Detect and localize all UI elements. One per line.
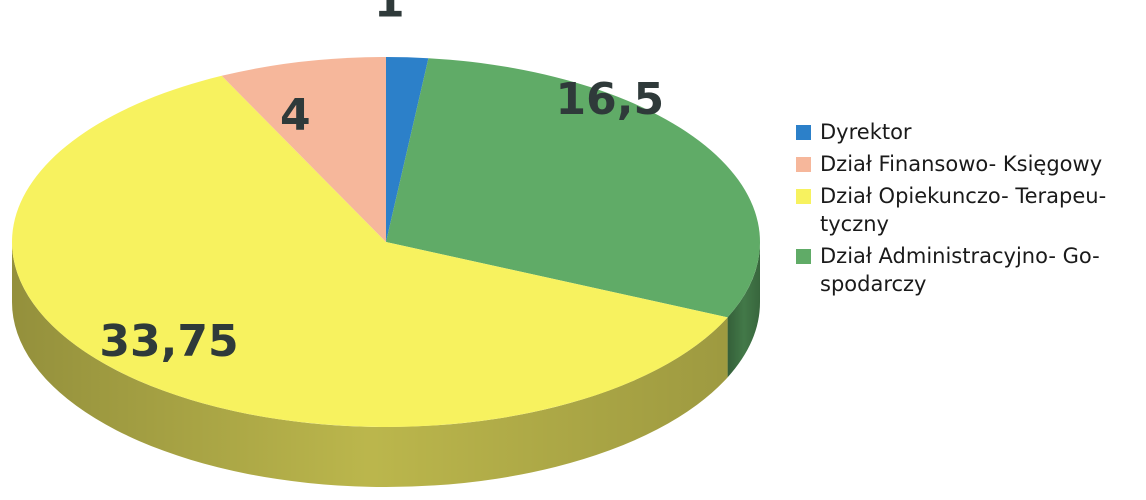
- pie-slices: [12, 57, 760, 427]
- legend-label: Dział Finansowo- Księgowy: [820, 152, 1103, 176]
- data-label-dyrektor: 1: [374, 0, 405, 28]
- data-label-dzial-opiekunczo-terapeu-tyczny: 33,75: [99, 316, 238, 367]
- legend-item-administracyjno-gospodarczy: Dział Administracyjno- Go- spodarczy: [796, 242, 1142, 298]
- legend-item-dyrektor: Dyrektor: [796, 118, 1142, 146]
- legend-label: Dział Opiekunczo- Terapeu- tyczny: [820, 184, 1107, 236]
- legend-item-finansowo-ksiegowy: Dział Finansowo- Księgowy: [796, 150, 1142, 178]
- pie-data-labels: 1 16,5 33,75 4: [99, 0, 664, 367]
- legend-label: Dział Administracyjno- Go- spodarczy: [820, 244, 1100, 296]
- pie-slice-dyrektor: [386, 57, 429, 242]
- pie-slice-dzial-opiekunczo-terapeu-tyczny: [12, 75, 728, 427]
- legend-swatch: [796, 157, 811, 172]
- legend-swatch: [796, 125, 811, 140]
- legend-swatch: [796, 249, 811, 264]
- legend-swatch: [796, 189, 811, 204]
- legend: Dyrektor Dział Finansowo- Księgowy Dział…: [796, 118, 1142, 302]
- legend-item-opiekunczo-terapeutyczny: Dział Opiekunczo- Terapeu- tyczny: [796, 182, 1142, 238]
- pie-side-shading: [12, 242, 728, 487]
- pie-slice-dzial-finansowo-ksiegowy: [386, 58, 760, 318]
- pie-side-walls: [12, 242, 760, 487]
- data-label-dzial-finansowo-ksiegowy: 16,5: [556, 74, 665, 125]
- legend-label: Dyrektor: [820, 120, 912, 144]
- pie-slice-dzial-administracyjno-go-spodarczy: [221, 57, 386, 242]
- data-label-dzial-administracyjno-go-spodarczy: 4: [280, 90, 311, 141]
- pie-side-shading: [727, 242, 760, 378]
